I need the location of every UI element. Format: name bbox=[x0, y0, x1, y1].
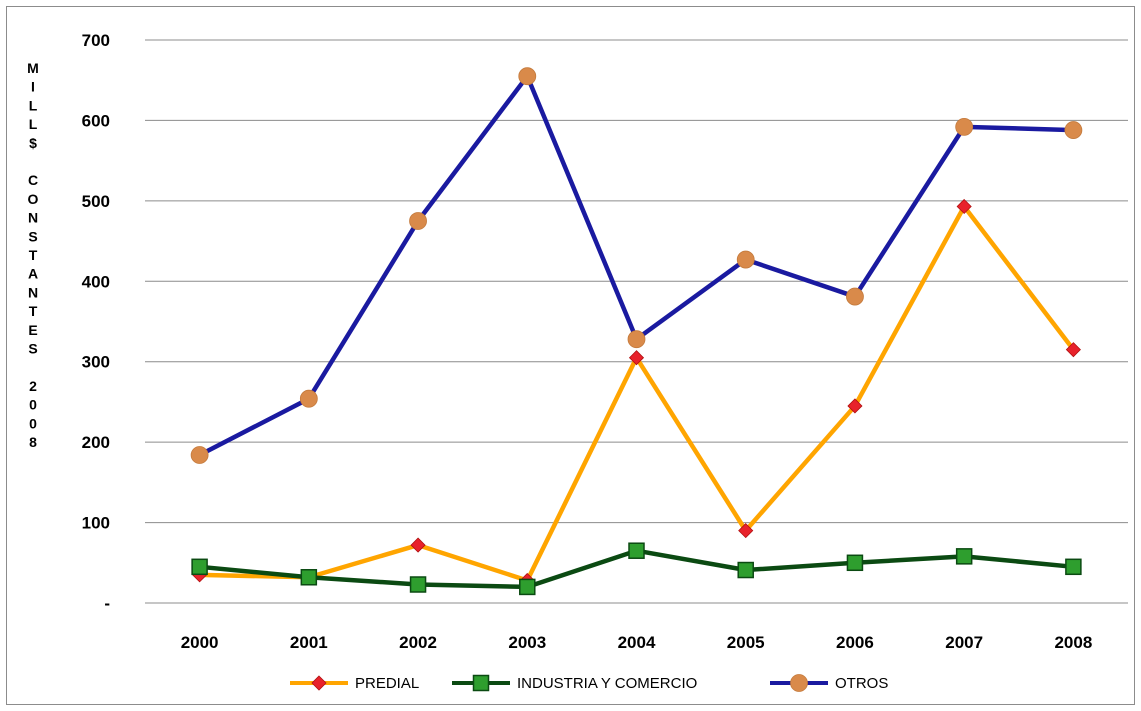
data-point bbox=[1065, 558, 1082, 576]
legend-item: INDUSTRIA Y COMERCIO bbox=[452, 674, 697, 692]
data-point bbox=[846, 287, 864, 306]
y-tick-label: 200 bbox=[82, 433, 110, 452]
y-label-char: C bbox=[28, 172, 38, 188]
x-tick-label: 2006 bbox=[836, 633, 874, 652]
data-point bbox=[736, 250, 755, 269]
x-tick-label: 2004 bbox=[618, 633, 656, 652]
y-label-char: $ bbox=[29, 135, 37, 151]
legend-item: PREDIAL bbox=[290, 675, 419, 692]
y-label-char: S bbox=[28, 341, 37, 357]
y-label-char: I bbox=[31, 79, 35, 95]
data-point bbox=[191, 558, 208, 576]
data-point bbox=[519, 578, 536, 596]
y-label-char: L bbox=[29, 116, 38, 132]
data-point bbox=[955, 548, 973, 565]
y-label-char: 8 bbox=[29, 434, 37, 450]
data-point bbox=[518, 67, 537, 86]
data-point bbox=[409, 576, 427, 593]
y-label-char: N bbox=[28, 210, 38, 226]
data-point bbox=[627, 330, 646, 349]
y-label-char: 0 bbox=[29, 415, 37, 431]
y-tick-label: 400 bbox=[82, 272, 110, 291]
y-label-char: 2 bbox=[29, 378, 37, 394]
y-label-char: T bbox=[29, 303, 38, 319]
x-axis-ticks: 2000 2001 2002 2003 2004 2005 2006 2007 2008 bbox=[181, 633, 1093, 652]
x-tick-label: 2007 bbox=[945, 633, 983, 652]
series-otros bbox=[190, 67, 1083, 464]
y-tick-label: 600 bbox=[82, 111, 110, 130]
data-point bbox=[956, 198, 972, 215]
data-point bbox=[738, 523, 754, 539]
legend-label: OTROS bbox=[835, 675, 888, 692]
data-point bbox=[1065, 342, 1081, 358]
x-tick-label: 2008 bbox=[1054, 633, 1092, 652]
y-tick-label: - bbox=[104, 594, 110, 613]
y-label-char: L bbox=[29, 97, 38, 113]
y-tick-label: 500 bbox=[82, 192, 110, 211]
legend-marker bbox=[790, 674, 808, 692]
y-label-char: T bbox=[29, 247, 38, 263]
y-tick-label: 700 bbox=[82, 31, 110, 50]
y-tick-label: 100 bbox=[82, 514, 110, 533]
x-tick-label: 2001 bbox=[290, 633, 328, 652]
data-point bbox=[299, 389, 318, 408]
data-point bbox=[628, 350, 645, 366]
x-tick-label: 2005 bbox=[727, 633, 765, 652]
y-tick-label: 300 bbox=[82, 353, 110, 372]
legend-item: OTROS bbox=[770, 674, 888, 692]
y-label-char: S bbox=[28, 228, 37, 244]
x-tick-label: 2002 bbox=[399, 633, 437, 652]
legend-label: INDUSTRIA Y COMERCIO bbox=[517, 675, 697, 692]
y-label-char: A bbox=[28, 266, 38, 282]
data-point bbox=[190, 446, 209, 464]
data-point bbox=[409, 212, 427, 230]
data-point bbox=[847, 398, 863, 414]
y-label-char: 0 bbox=[29, 397, 37, 413]
chart-frame bbox=[6, 6, 1135, 705]
data-point bbox=[737, 561, 754, 579]
legend: PREDIAL INDUSTRIA Y COMERCIO OTROS bbox=[290, 674, 888, 692]
data-point bbox=[846, 554, 864, 572]
y-label-char: E bbox=[28, 322, 37, 338]
gridlines bbox=[145, 39, 1128, 604]
y-label-char: O bbox=[28, 191, 39, 207]
series-layer bbox=[190, 67, 1083, 596]
data-point bbox=[628, 542, 645, 559]
series-industria-y-comercio bbox=[191, 542, 1082, 596]
data-point bbox=[1064, 121, 1083, 139]
legend-label: PREDIAL bbox=[355, 675, 419, 692]
x-tick-label: 2003 bbox=[508, 633, 546, 652]
data-point bbox=[300, 569, 318, 586]
y-axis-ticks: - 100 200 300 400 500 600 700 bbox=[82, 31, 110, 613]
y-label-char: N bbox=[28, 284, 38, 300]
x-tick-label: 2000 bbox=[181, 633, 219, 652]
data-point bbox=[955, 117, 974, 136]
legend-marker bbox=[472, 674, 490, 692]
legend-marker bbox=[311, 675, 327, 691]
data-point bbox=[410, 537, 426, 553]
y-label-char: M bbox=[27, 60, 39, 76]
